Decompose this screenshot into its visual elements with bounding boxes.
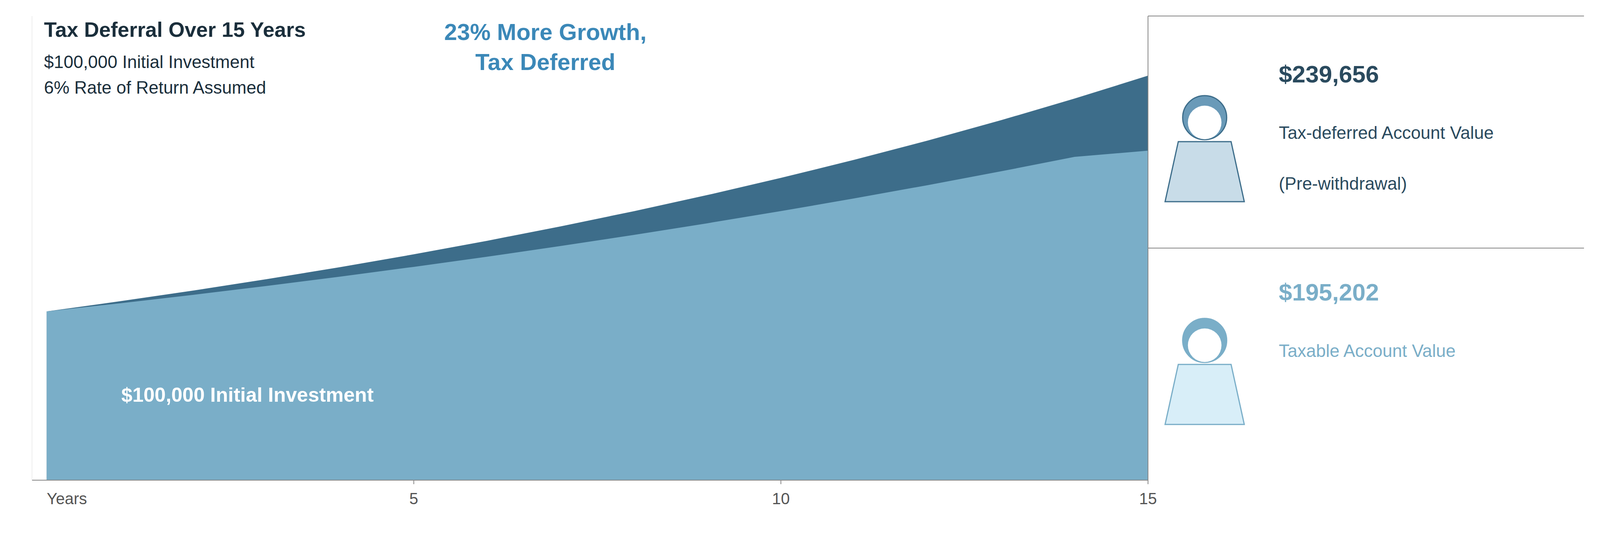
x-tick-label: 10 [772,489,790,508]
area [46,75,1148,480]
person-icon [1165,95,1245,202]
areas [46,75,1148,480]
subtitle: $100,000 Initial Investment [44,52,255,72]
area [46,150,1148,480]
x-tick [1147,480,1149,484]
annotation: Taxable Account Value [1278,340,1456,361]
annotation: $239,656 [1278,60,1379,88]
x-tick-label: 5 [409,489,418,508]
panel-border [1148,15,1584,17]
annotation: Tax Deferred [475,48,616,75]
title: Tax Deferral Over 15 Years [44,18,306,42]
x-axis-label: Years [46,489,88,508]
x-axis [32,479,1148,481]
x-tick [413,480,414,484]
subtitle: 6% Rate of Return Assumed [44,77,266,98]
annotation: 23% More Growth, [444,18,647,45]
panel-separator [1148,247,1584,249]
x-tick-label: 15 [1139,489,1158,508]
annotation: $195,202 [1278,278,1379,306]
panel-border [1147,16,1149,480]
annotation: (Pre-withdrawal) [1278,173,1407,194]
y-axis [32,16,33,480]
annotation: $100,000 Initial Investment [121,383,374,406]
chart: 5 10 15 Years Tax Deferral Over 15 Years $100… [0,0,1600,545]
annotation: Tax-deferred Account Value [1278,122,1494,143]
person-icon [1165,318,1245,425]
x-tick [780,480,782,484]
